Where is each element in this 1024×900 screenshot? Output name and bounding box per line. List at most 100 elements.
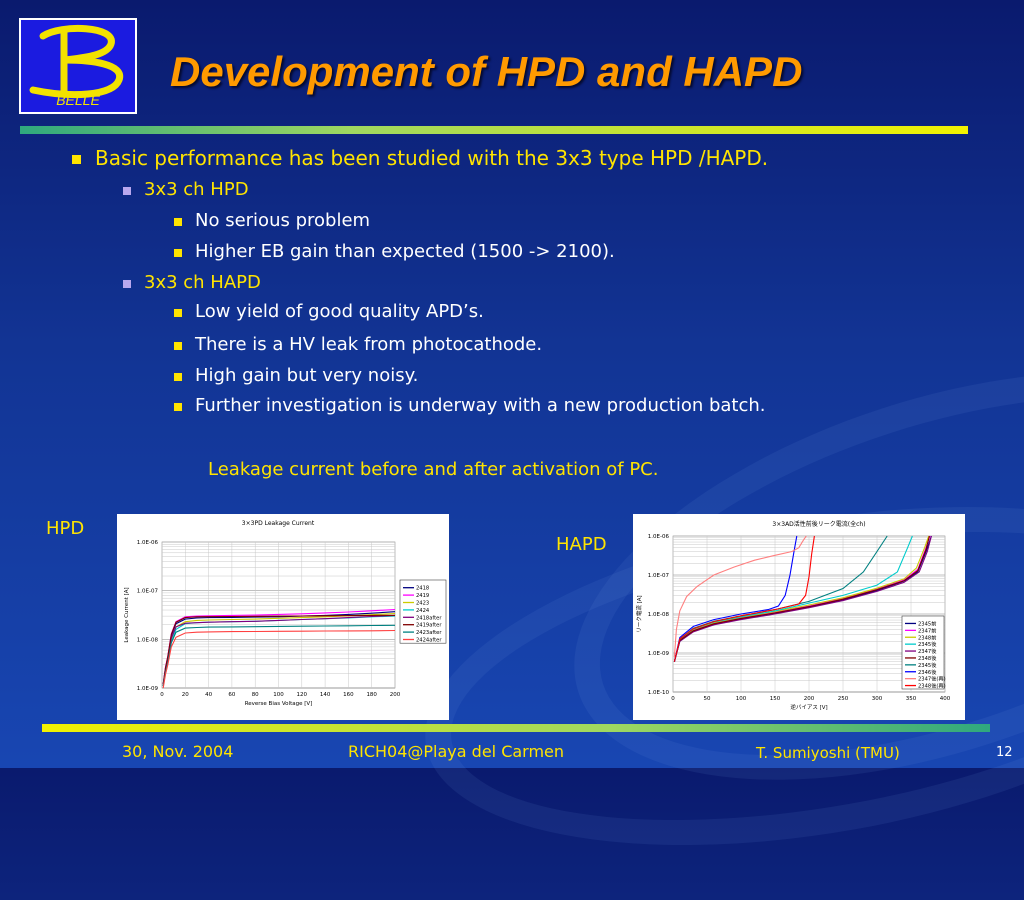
legend-label: 2347後(再) <box>918 675 946 683</box>
belle-logo: BELLE <box>19 18 137 114</box>
y-tick-label: 1.0E-10 <box>648 690 670 696</box>
square-bullet-icon <box>174 249 182 257</box>
hpd-leakage-chart: 3×3PD Leakage Current 1.0E-09 1.0E-08 1.0E-… <box>117 514 449 720</box>
x-tick-label: 350 <box>906 696 917 702</box>
legend-label: 2423 <box>416 601 429 607</box>
x-tick-label: 300 <box>872 696 883 702</box>
x-tick-label: 180 <box>366 692 377 698</box>
chart-legend <box>901 615 945 690</box>
legend-label: 2418 <box>416 586 429 592</box>
y-tick-label: 1.0E-09 <box>137 686 159 692</box>
belle-b-icon <box>29 24 124 99</box>
legend-label: 2345後 <box>918 640 937 648</box>
legend-label: 2346後 <box>918 668 937 676</box>
x-tick-label: 200 <box>390 692 401 698</box>
bullet-hpd-point: No serious problem <box>174 210 370 231</box>
y-tick-label: 1.0E-06 <box>137 540 159 546</box>
x-axis-label: 逆バイアス [V] <box>790 703 827 711</box>
bullet-hpd-point: Higher EB gain than expected (1500 -> 21… <box>174 241 615 262</box>
square-bullet-icon <box>123 280 131 288</box>
square-bullet-icon <box>174 218 182 226</box>
x-tick-label: 80 <box>252 692 259 698</box>
legend-label: 2424after <box>416 638 442 644</box>
bullet-hpd-heading: 3x3 ch HPD <box>123 179 249 200</box>
x-axis-label: Reverse Bias Voltage [V] <box>245 701 313 707</box>
square-bullet-icon <box>174 373 182 381</box>
legend-label: 2348前 <box>918 633 936 641</box>
x-tick-label: 250 <box>838 696 849 702</box>
series-line <box>162 624 396 687</box>
y-axis-label: リーク電流 [A] <box>635 595 643 632</box>
y-tick-label: 1.0E-08 <box>137 637 159 643</box>
chart-caption: Leakage current before and after activat… <box>208 459 659 480</box>
bullet-main-text: Basic performance has been studied with … <box>95 146 769 170</box>
y-axis-label: Leakage Current [A] <box>124 587 130 642</box>
bullet-hapd-point: High gain but very noisy. <box>174 365 418 386</box>
hapd-leakage-chart: 3×3AD活性前後リーク電流(全ch) 1.0E-10 1.0E-09 1.0E-08… <box>633 514 965 720</box>
legend-label: 2347後 <box>918 647 937 655</box>
hapd-label: HAPD <box>556 534 607 555</box>
series-line <box>162 614 396 685</box>
x-tick-label: 200 <box>804 696 815 702</box>
footer-divider <box>42 724 990 732</box>
page-number: 12 <box>996 745 1013 760</box>
bullet-hapd-point-text: There is a HV leak from photocathode. <box>195 334 543 355</box>
bullet-hapd-point: There is a HV leak from photocathode. <box>174 334 542 355</box>
y-tick-label: 1.0E-06 <box>648 534 670 540</box>
bullet-main: Basic performance has been studied with … <box>72 146 768 170</box>
x-tick-label: 120 <box>297 692 308 698</box>
bullet-hapd-point-text: High gain but very noisy. <box>195 365 419 386</box>
x-tick-label: 100 <box>273 692 284 698</box>
square-bullet-icon <box>123 187 131 195</box>
bullet-hpd-point-text: Higher EB gain than expected (1500 -> 21… <box>195 241 615 262</box>
x-tick-label: 0 <box>671 696 675 702</box>
bullet-hapd-point-text: Further investigation is underway with a… <box>195 395 766 416</box>
x-tick-label: 50 <box>704 696 711 702</box>
footer-author: T. Sumiyoshi (TMU) <box>756 744 900 762</box>
footer-date: 30, Nov. 2004 <box>122 742 234 761</box>
legend-label: 2348後(再) <box>918 682 946 690</box>
bullet-hapd-point: Low yield of good quality APD’s. <box>174 301 484 322</box>
x-tick-label: 400 <box>940 696 951 702</box>
legend-label: 2423after <box>416 630 442 636</box>
series-line <box>162 629 396 689</box>
legend-label: 2419after <box>416 623 442 629</box>
bullet-hapd-point-text: Low yield of good quality APD’s. <box>195 301 484 322</box>
legend-label: 2345前 <box>918 619 936 627</box>
hpd-label: HPD <box>46 518 85 539</box>
chart-title: 3×3AD活性前後リーク電流(全ch) <box>772 520 865 528</box>
series-line <box>673 535 807 657</box>
x-tick-label: 60 <box>228 692 235 698</box>
legend-label: 2424 <box>416 608 430 614</box>
hpd-chart-svg: 3×3PD Leakage Current 1.0E-09 1.0E-08 1.0E-… <box>124 520 447 707</box>
x-tick-label: 160 <box>343 692 354 698</box>
x-tick-label: 0 <box>160 692 164 698</box>
square-bullet-icon <box>174 342 182 350</box>
legend-label: 2418after <box>416 615 442 621</box>
x-tick-label: 150 <box>770 696 781 702</box>
x-tick-label: 20 <box>182 692 189 698</box>
y-tick-label: 1.0E-07 <box>648 573 670 579</box>
chart-title: 3×3PD Leakage Current <box>242 520 315 527</box>
title-divider <box>20 126 968 134</box>
footer-conference: RICH04@Playa del Carmen <box>348 742 565 761</box>
logo-text: BELLE <box>56 92 100 108</box>
series-line <box>673 535 798 662</box>
bullet-hapd-heading-text: 3x3 ch HAPD <box>144 272 261 293</box>
bullet-hpd-heading-text: 3x3 ch HPD <box>144 179 249 200</box>
square-bullet-icon <box>174 403 182 411</box>
bullet-hpd-point-text: No serious problem <box>195 210 371 231</box>
x-tick-label: 40 <box>205 692 212 698</box>
y-tick-label: 1.0E-08 <box>648 612 670 618</box>
y-tick-label: 1.0E-07 <box>137 589 159 595</box>
slide-title: Development of HPD and HAPD <box>170 48 803 95</box>
series-line <box>673 535 815 662</box>
legend-label: 2419 <box>416 593 429 599</box>
y-tick-label: 1.0E-09 <box>648 651 670 657</box>
legend-label: 2347前 <box>918 626 936 634</box>
square-bullet-icon <box>174 309 182 317</box>
bullet-hapd-point: Further investigation is underway with a… <box>174 395 766 416</box>
square-bullet-icon <box>72 155 81 164</box>
x-tick-label: 100 <box>736 696 747 702</box>
series-line <box>673 535 930 662</box>
